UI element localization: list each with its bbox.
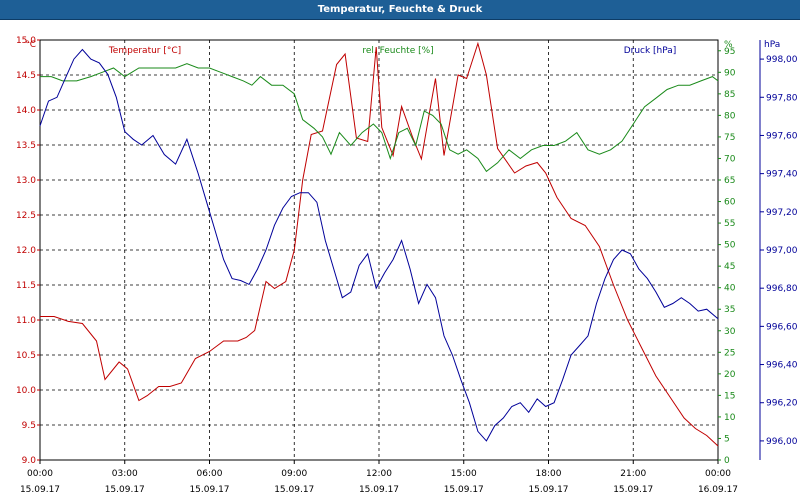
chart-title: Temperatur, Feuchte & Druck (317, 4, 483, 15)
x-tick-time: 00:00 (705, 469, 731, 479)
press-tick-label: 996,40 (766, 361, 798, 371)
hum-tick-label: 45 (724, 262, 735, 272)
temp-tick-label: 10.5 (16, 351, 36, 361)
hum-axis-title: rel. Feuchte [%] (362, 46, 433, 56)
press-tick-label: 998,00 (766, 55, 798, 65)
hum-tick-label: 55 (724, 219, 735, 229)
press-unit: hPa (764, 40, 780, 50)
x-tick-date: 15.09.17 (528, 485, 568, 495)
hum-tick-label: 80 (724, 111, 736, 121)
x-tick-date: 15.09.17 (105, 485, 145, 495)
temp-axis-title: Temperatur [°C] (108, 46, 181, 56)
x-tick-date: 16.09.17 (698, 485, 738, 495)
hum-tick-label: 35 (724, 305, 735, 315)
hum-tick-label: 75 (724, 133, 735, 143)
hum-tick-label: 25 (724, 348, 735, 358)
temp-tick-label: 12.5 (16, 211, 36, 221)
temp-tick-label: 9.5 (22, 421, 36, 431)
hum-tick-label: 60 (724, 198, 736, 208)
temp-tick-label: 10.0 (16, 386, 36, 396)
hum-tick-label: 30 (724, 327, 736, 337)
press-tick-label: 996,60 (766, 322, 798, 332)
temp-tick-label: 11.5 (16, 281, 36, 291)
x-tick-time: 21:00 (620, 469, 646, 479)
x-tick-time: 03:00 (112, 469, 138, 479)
x-tick-date: 15.09.17 (189, 485, 229, 495)
x-tick-time: 18:00 (536, 469, 562, 479)
press-axis-title: Druck [hPa] (624, 46, 677, 56)
press-tick-label: 997,40 (766, 170, 798, 180)
hum-tick-label: 95 (724, 47, 735, 57)
temp-tick-label: 11.0 (16, 316, 36, 326)
series-line-press (39, 48, 719, 442)
hum-tick-label: 85 (724, 90, 735, 100)
hum-unit: % (724, 40, 733, 50)
chart-area: 9.0 9.5 10.0 10.5 11.0 11.5 12.0 12.5 13.0 13.5 14… (16, 36, 798, 495)
hum-tick-label: 20 (724, 370, 736, 380)
hum-tick-label: 0 (724, 456, 730, 466)
x-tick-time: 09:00 (281, 469, 307, 479)
series-line-temp (40, 41, 719, 447)
temp-tick-label: 13.5 (16, 141, 36, 151)
temp-tick-label: 14.5 (16, 71, 36, 81)
hum-tick-label: 50 (724, 241, 736, 251)
press-tick-label: 996,20 (766, 399, 798, 409)
title-bar (0, 0, 800, 20)
press-tick-label: 996,80 (766, 284, 798, 294)
x-tick-date: 15.09.17 (274, 485, 314, 495)
x-tick-time: 06:00 (197, 469, 223, 479)
temp-unit: °C (25, 40, 36, 50)
press-tick-label: 997,20 (766, 208, 798, 218)
hum-tick-label: 40 (724, 284, 736, 294)
x-tick-time: 15:00 (451, 469, 477, 479)
press-tick-label: 996,00 (766, 437, 798, 447)
temp-tick-label: 15.0 (16, 36, 36, 46)
press-tick-label: 997,60 (766, 131, 798, 141)
temp-tick-label: 14.0 (16, 106, 36, 116)
temp-tick-label: 9.0 (22, 456, 37, 466)
press-tick-label: 997,00 (766, 246, 798, 256)
x-tick-date: 15.09.17 (359, 485, 399, 495)
x-tick-time: 12:00 (366, 469, 392, 479)
series-line-hum (40, 63, 719, 173)
x-tick-date: 15.09.17 (613, 485, 653, 495)
x-tick-date: 15.09.17 (20, 485, 60, 495)
x-tick-date: 15.09.17 (444, 485, 484, 495)
press-tick-label: 997,80 (766, 93, 798, 103)
hum-tick-label: 65 (724, 176, 735, 186)
hum-tick-label: 10 (724, 413, 736, 423)
hum-tick-label: 5 (724, 434, 730, 444)
hum-tick-label: 70 (724, 154, 736, 164)
temp-tick-label: 13.0 (16, 176, 36, 186)
x-tick-time: 00:00 (27, 469, 53, 479)
hum-tick-label: 15 (724, 391, 735, 401)
temp-tick-label: 12.0 (16, 246, 36, 256)
hum-tick-label: 90 (724, 68, 736, 78)
